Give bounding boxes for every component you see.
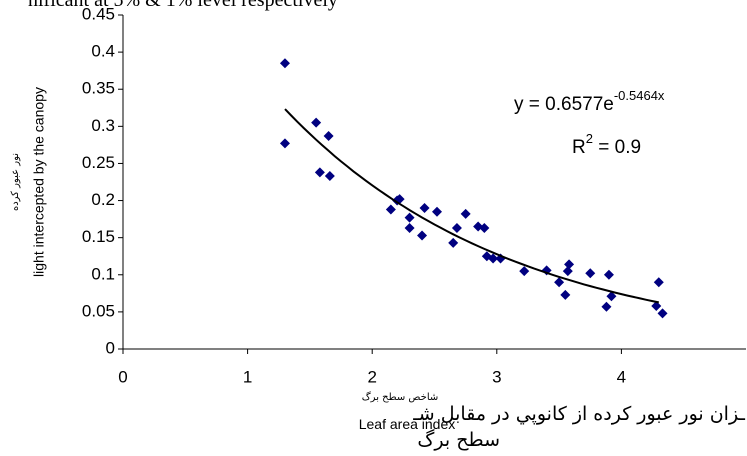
r-text: R — [572, 137, 586, 158]
r-squared: R2 = 0.9 — [572, 131, 641, 158]
point — [560, 289, 571, 300]
point — [311, 117, 322, 128]
point — [279, 58, 290, 69]
x-tick-label: 4 — [617, 367, 626, 386]
equation-text: y = 0.6577e — [514, 94, 614, 115]
y-tick-label: 0.2 — [91, 190, 115, 209]
caption: سطح برگ — [417, 429, 500, 451]
point — [417, 230, 428, 241]
point — [651, 300, 662, 311]
y-tick-label: 0.3 — [91, 116, 115, 135]
point — [564, 259, 575, 270]
point — [488, 253, 499, 264]
y-tick-label: 0.05 — [82, 301, 115, 320]
point — [385, 204, 396, 215]
point — [585, 268, 596, 279]
point — [601, 301, 612, 312]
chart-title: nificant at 5% & 1% level respectively — [28, 0, 338, 11]
point — [279, 138, 290, 149]
point — [657, 308, 668, 319]
y-tick-label: 0 — [106, 338, 115, 357]
r-sup: 2 — [586, 131, 593, 146]
y-tick-label: 0.15 — [82, 227, 115, 246]
x-axis-label-fa: شاخص سطح برگ — [362, 390, 439, 403]
x-tick-label: 1 — [243, 367, 252, 386]
point — [451, 223, 462, 234]
point — [324, 171, 335, 182]
point — [448, 237, 459, 248]
y-tick-label: 0.4 — [91, 42, 115, 61]
x-tick-label: 2 — [367, 367, 376, 386]
point — [323, 130, 334, 141]
caption: ـزان نور عبور کرده از کانوپي در مقابل شـ — [412, 403, 745, 425]
y-tick-label: 0.25 — [82, 153, 115, 172]
x-axis-label: Leaf area index — [359, 416, 456, 432]
y-tick-label: 0.45 — [82, 4, 115, 23]
point — [419, 202, 430, 213]
trendline — [284, 108, 660, 304]
equation-exponent: -0.5464x — [614, 88, 665, 103]
point — [554, 277, 565, 288]
point — [431, 206, 442, 217]
point — [460, 208, 471, 219]
y-axis-label-fa: نور عبور کرده — [10, 153, 21, 211]
y-tick-label: 0.35 — [82, 79, 115, 98]
point — [519, 266, 530, 277]
y-axis-label: light intercepted by the canopy — [31, 87, 47, 277]
x-tick-label: 0 — [118, 367, 127, 386]
point — [404, 223, 415, 234]
r-rest: = 0.9 — [593, 137, 641, 158]
equation: y = 0.6577e-0.5464x — [514, 88, 665, 115]
point — [404, 212, 415, 223]
point — [606, 291, 617, 302]
point — [479, 223, 490, 234]
point — [562, 266, 573, 277]
point — [653, 277, 664, 288]
point — [314, 167, 325, 178]
y-tick-label: 0.1 — [91, 264, 115, 283]
x-tick-label: 3 — [492, 367, 501, 386]
point — [603, 269, 614, 280]
